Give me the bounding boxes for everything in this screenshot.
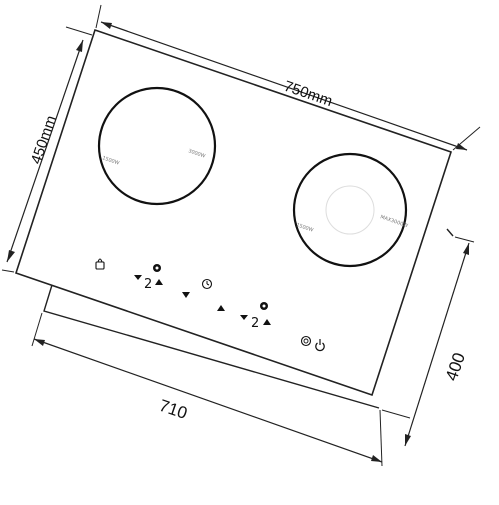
glass-top-outline: [14, 28, 453, 397]
mode-icon[interactable]: [300, 335, 312, 347]
zone-select-right-icon[interactable]: [260, 302, 268, 310]
lock-icon[interactable]: [95, 258, 105, 270]
timer-up-arrow[interactable]: [217, 305, 225, 311]
body-edge-right: [446, 228, 454, 237]
power-right-controls: 2: [240, 315, 271, 331]
timer-icon[interactable]: [201, 278, 213, 290]
dimension-bottom-label: 710: [157, 396, 190, 423]
dimension-right-label: 400: [442, 350, 469, 383]
power-right-value: 2: [251, 316, 259, 331]
power-left-down-arrow[interactable]: [134, 275, 142, 280]
control-panel: 2 2: [95, 258, 325, 352]
zone-left-label-1: 1500W: [101, 155, 120, 166]
timer-down-arrow[interactable]: [182, 292, 190, 298]
power-right-down-arrow[interactable]: [240, 315, 248, 320]
power-left-up-arrow[interactable]: [155, 279, 163, 285]
body-edge: [43, 284, 380, 409]
power-icon[interactable]: [315, 339, 325, 352]
zone-select-left-icon[interactable]: [153, 264, 161, 272]
cooking-zone-left: 1500W 3000W: [97, 86, 217, 206]
cooking-zone-right: 1500W MAX3000W: [292, 152, 409, 268]
zone-left-label-2: 3000W: [187, 148, 206, 159]
power-left-controls: 2: [134, 275, 163, 292]
zone-right-label-1: 1500W: [295, 222, 314, 233]
power-right-up-arrow[interactable]: [263, 319, 271, 325]
power-left-value: 2: [144, 277, 152, 292]
